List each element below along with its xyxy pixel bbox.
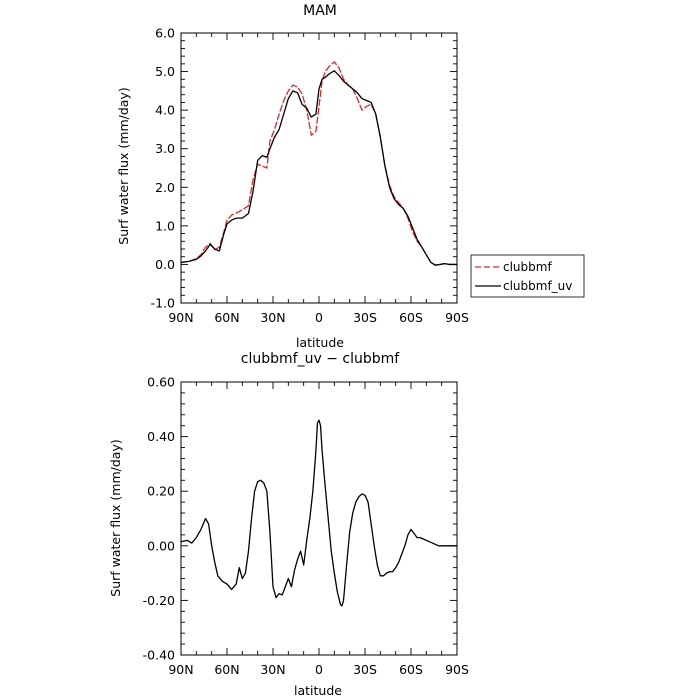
y-tick-label: 5.0 xyxy=(155,64,175,79)
x-tick-label: 60N xyxy=(214,662,239,677)
panel-difference: clubbmf_uv − clubbmf 90N 60N 30N 0 30S 60S 90S… xyxy=(108,351,469,698)
x-tick-label: 90S xyxy=(445,310,469,325)
series-line-difference-0 xyxy=(180,419,458,607)
series-line-clubbmf xyxy=(180,61,458,266)
x-axis-label: latitude xyxy=(294,683,342,698)
x-tick-label: 90N xyxy=(168,310,193,325)
y-tick-label: 1.0 xyxy=(155,218,175,233)
x-tick-label: 90N xyxy=(168,662,193,677)
x-tick-label: 60S xyxy=(399,662,423,677)
x-tick-label: 90S xyxy=(445,662,469,677)
y-tick-label: -0.40 xyxy=(143,648,175,663)
series-line-clubbmf_uv xyxy=(180,70,458,266)
panel-mam: MAM 90N 60N 30N 0 30S 60S 90S -1.0 0.0 1.0 2.0 3.0 4… xyxy=(116,3,585,350)
x-tick-label: 60N xyxy=(214,310,239,325)
y-tick-label: 2.0 xyxy=(155,180,175,195)
y-tick-label: 0.0 xyxy=(155,257,175,272)
axes-group: 90N 60N 30N 0 30S 60S 90S -1.0 0.0 1.0 2.0 3.0 4.0 5.… xyxy=(151,26,469,326)
x-tick-label: 30S xyxy=(353,310,377,325)
y-tick-label: 0.60 xyxy=(147,375,175,390)
series-group xyxy=(180,419,458,607)
x-tick-label: 0 xyxy=(315,310,323,325)
y-axis-label: Surf water flux (mm/day) xyxy=(116,87,131,244)
y-tick-label: 6.0 xyxy=(155,26,175,41)
y-tick-label: -1.0 xyxy=(151,296,175,311)
chart-title: MAM xyxy=(303,3,337,19)
legend-label-clubbmf: clubbmf xyxy=(503,260,552,274)
y-axis-label: Surf water flux (mm/day) xyxy=(108,439,123,596)
y-tick-label: -0.20 xyxy=(143,593,175,608)
x-tick-label: 60S xyxy=(399,310,423,325)
x-tick-label: 30S xyxy=(353,662,377,677)
legend: clubbmf clubbmf_uv xyxy=(470,254,585,298)
y-tick-label: 0.20 xyxy=(147,484,175,499)
chart-title: clubbmf_uv − clubbmf xyxy=(241,351,400,367)
x-axis-label: latitude xyxy=(296,335,344,350)
y-tick-label: 0.40 xyxy=(147,429,175,444)
series-group xyxy=(180,61,458,266)
x-tick-label: 30N xyxy=(260,662,285,677)
x-tick-label: 0 xyxy=(315,662,323,677)
legend-label-clubbmf_uv: clubbmf_uv xyxy=(503,279,572,293)
axes-group: 90N 60N 30N 0 30S 60S 90S -0.40 -0.20 0.00 0.20 0.4… xyxy=(143,375,469,678)
y-tick-label: 3.0 xyxy=(155,141,175,156)
y-tick-label: 0.00 xyxy=(147,538,175,553)
y-tick-label: 4.0 xyxy=(155,103,175,118)
legend-box xyxy=(470,254,585,298)
x-tick-label: 30N xyxy=(260,310,285,325)
